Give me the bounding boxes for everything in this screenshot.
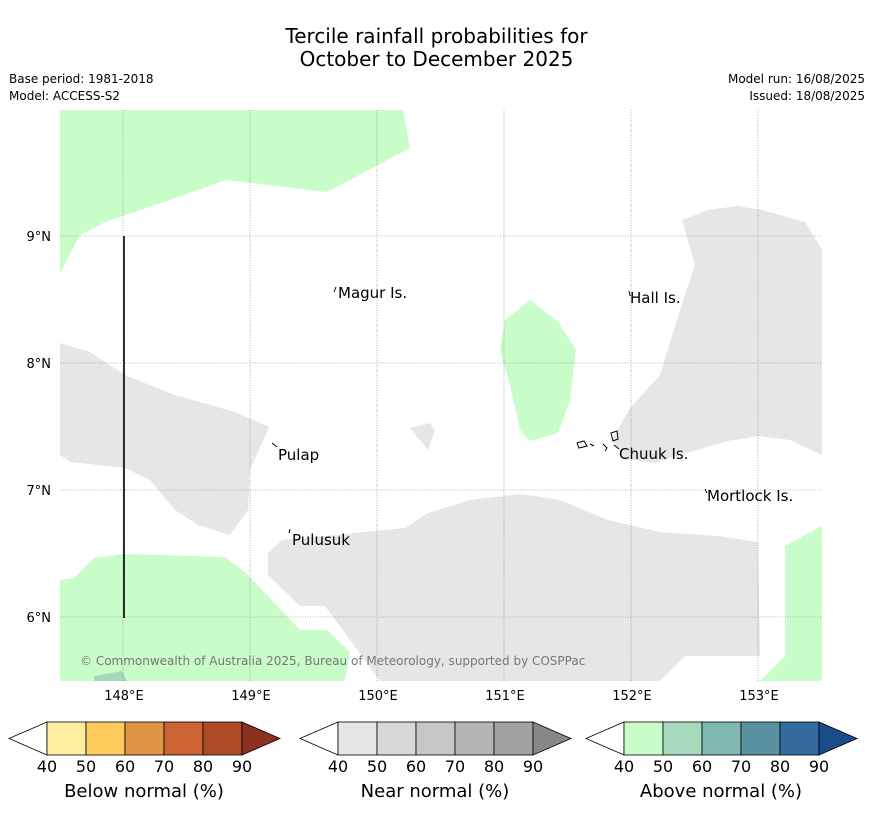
below-normal-colorbar-tick-label: 70 — [154, 757, 174, 776]
near-normal-colorbar-tick-label: 90 — [523, 757, 543, 776]
above-normal-colorbar-segment — [623, 721, 664, 756]
model-run-text: Model run: 16/08/2025 — [727, 72, 865, 86]
above-normal-colorbar-segment — [779, 721, 820, 756]
near-normal-colorbar-tick-label: 50 — [367, 757, 387, 776]
near-normal-colorbar-max-triangle — [532, 721, 573, 756]
latitude-labels: 9°N 8°N 7°N 6°N — [27, 230, 52, 626]
map-title-line1: Tercile rainfall probabilities for — [285, 24, 588, 48]
lon-label: 151°E — [485, 689, 525, 704]
near-normal-region — [60, 343, 269, 535]
below-normal-legend-label: Below normal (%) — [64, 781, 224, 802]
below-normal-colorbar-tick-label: 80 — [193, 757, 213, 776]
above-normal-region — [760, 526, 822, 681]
lat-label: 6°N — [27, 611, 52, 626]
near-normal-colorbar-min-triangle — [298, 721, 339, 756]
below-normal-colorbar-max-triangle — [241, 721, 282, 756]
near-normal-region — [612, 206, 822, 463]
lon-label: 150°E — [358, 689, 398, 704]
above-normal-colorbar-tick-label: 60 — [692, 757, 712, 776]
place-label-chuuk: Chuuk Is. — [619, 445, 688, 463]
lat-label: 9°N — [27, 230, 52, 245]
near-normal-region — [268, 494, 760, 681]
below-normal-colorbar-segment — [163, 721, 204, 756]
above-normal-colorbar-segment — [740, 721, 781, 756]
near-normal-colorbar-segment — [376, 721, 417, 756]
place-label-pulusuk: Pulusuk — [292, 531, 350, 549]
map-title-line2: October to December 2025 — [299, 47, 574, 71]
below-normal-colorbar-segment — [46, 721, 87, 756]
issued-text: Issued: 18/08/2025 — [749, 89, 865, 103]
near-normal-colorbar-segment — [415, 721, 456, 756]
probability-regions — [60, 110, 822, 681]
near-normal-colorbar-tick-label: 40 — [328, 757, 348, 776]
above-normal-colorbar-segment — [701, 721, 742, 756]
near-normal-colorbar-tick-label: 80 — [484, 757, 504, 776]
below-normal-colorbar-tick-label: 90 — [232, 757, 252, 776]
near-normal-colorbar-segment — [493, 721, 534, 756]
below-normal-colorbar-segment — [202, 721, 243, 756]
near-normal-colorbar-tick-label: 60 — [406, 757, 426, 776]
above-normal-colorbar-tick-label: 80 — [770, 757, 790, 776]
near-normal-colorbar-segment — [337, 721, 378, 756]
model-text: Model: ACCESS-S2 — [9, 89, 121, 103]
above-normal-colorbar-tick-label: 50 — [653, 757, 673, 776]
above-normal-region — [60, 554, 350, 681]
above-normal-colorbar-max-triangle — [818, 721, 859, 756]
island-outlines — [271, 286, 708, 534]
above-normal-colorbar-min-triangle — [584, 721, 625, 756]
lat-label: 8°N — [27, 357, 52, 372]
lon-label: 152°E — [612, 689, 652, 704]
gridlines — [60, 110, 822, 681]
place-label-mortlock: Mortlock Is. — [707, 487, 793, 505]
near-normal-colorbar-tick-label: 70 — [445, 757, 465, 776]
place-label-hall: Hall Is. — [630, 289, 681, 307]
above-normal-legend-label: Above normal (%) — [639, 781, 803, 802]
place-labels: Magur Is. Hall Is. Pulap Chuuk Is. Mortl… — [278, 284, 793, 549]
lon-label: 153°E — [739, 689, 779, 704]
above-normal-colorbar-tick-label: 90 — [809, 757, 829, 776]
below-normal-colorbar-min-triangle — [7, 721, 48, 756]
above-normal-region-50 — [94, 671, 127, 681]
colorbar-legends: 40 50 60 70 80 90 40 50 60 70 80 90 40 50 60 70 80 90 — [7, 721, 859, 776]
near-normal-region — [410, 423, 435, 450]
place-label-magur: Magur Is. — [338, 284, 407, 302]
above-normal-colorbar-segment — [662, 721, 703, 756]
place-label-pulap: Pulap — [278, 446, 319, 464]
copyright-text: © Commonwealth of Australia 2025, Bureau… — [80, 654, 585, 668]
above-normal-colorbar-tick-label: 40 — [614, 757, 634, 776]
above-normal-region — [500, 300, 576, 441]
below-normal-colorbar-tick-label: 50 — [76, 757, 96, 776]
above-normal-region — [60, 110, 410, 273]
longitude-labels: 148°E 149°E 150°E 151°E 152°E 153°E — [104, 689, 779, 704]
above-normal-colorbar-tick-label: 70 — [731, 757, 751, 776]
below-normal-colorbar-segment — [124, 721, 165, 756]
near-normal-colorbar-segment — [454, 721, 495, 756]
below-normal-colorbar-tick-label: 40 — [37, 757, 57, 776]
lon-label: 149°E — [231, 689, 271, 704]
lon-label: 148°E — [104, 689, 144, 704]
below-normal-colorbar-segment — [85, 721, 126, 756]
near-normal-legend-label: Near normal (%) — [360, 781, 510, 802]
below-normal-colorbar-tick-label: 60 — [115, 757, 135, 776]
base-period-text: Base period: 1981-2018 — [9, 72, 154, 86]
lat-label: 7°N — [27, 484, 52, 499]
